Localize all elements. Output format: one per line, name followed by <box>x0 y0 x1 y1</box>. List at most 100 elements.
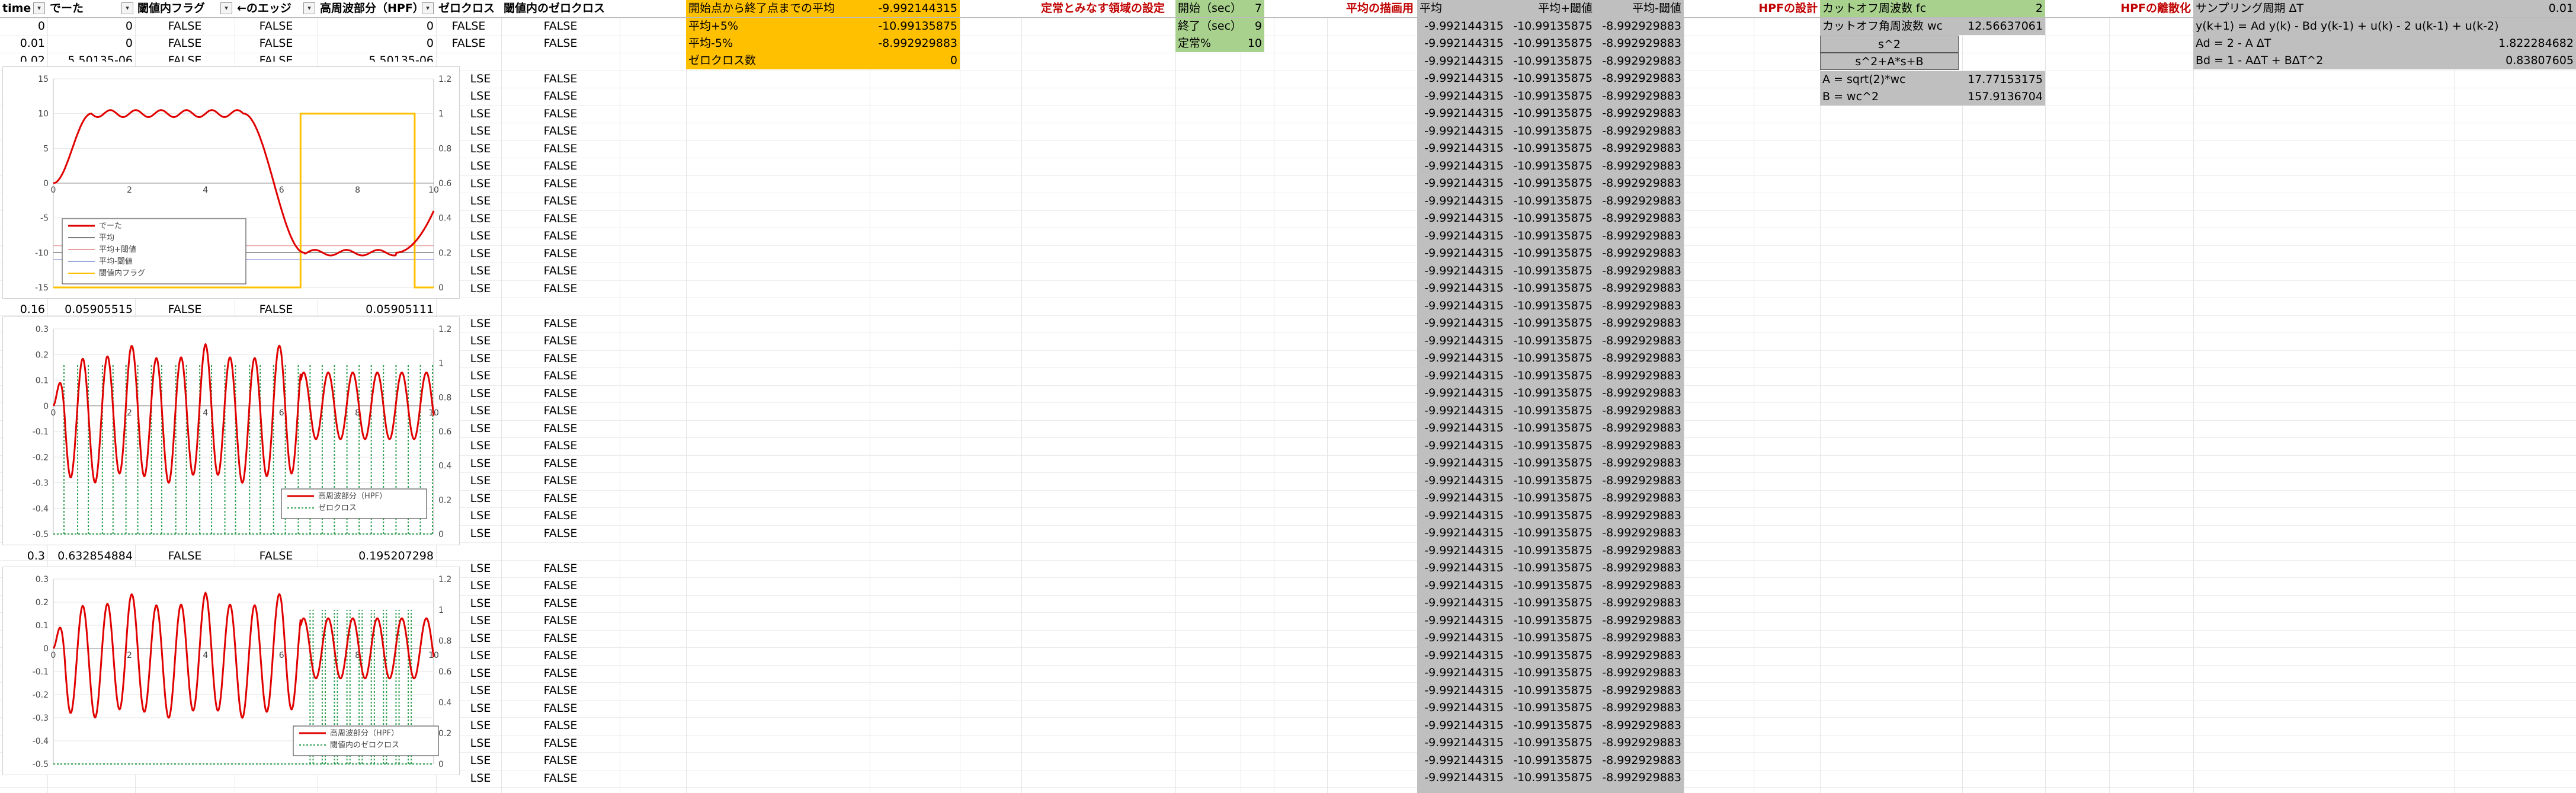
cell-zc[interactable]: LSE <box>470 474 491 487</box>
cell-hpf[interactable]: 0 <box>426 20 434 33</box>
cell-zc[interactable]: LSE <box>470 754 491 767</box>
cell-zcin[interactable]: FALSE <box>543 737 578 750</box>
cell-avg-plus[interactable]: -10.99135875 <box>1513 404 1593 417</box>
cell-zc[interactable]: LSE <box>470 667 491 680</box>
cell-avg-minus[interactable]: -8.992929883 <box>1602 142 1681 155</box>
cell-zc[interactable]: FALSE <box>451 37 486 50</box>
chart-data-average[interactable]: 15 10 5 0 -5 -10 -15 1.2 1 0.8 0.6 0.4 0.2 0 0 2 4 6 8 10 でー… <box>2 66 460 299</box>
cell-zcin[interactable]: FALSE <box>543 352 578 365</box>
cell-deta[interactable]: 0 <box>125 37 133 50</box>
cell-avg-plus[interactable]: -10.99135875 <box>1513 439 1593 452</box>
steady-pct-value[interactable]: 10 <box>1241 35 1264 52</box>
cell-time[interactable]: 0 <box>37 20 45 33</box>
cell-avg-minus[interactable]: -8.992929883 <box>1602 719 1681 732</box>
cell-zc[interactable]: LSE <box>470 457 491 470</box>
cell-zcin[interactable]: FALSE <box>543 89 578 103</box>
cell-zcin[interactable]: FALSE <box>543 649 578 662</box>
cell-avg-minus[interactable]: -8.992929883 <box>1602 89 1681 103</box>
cell-avg-minus[interactable]: -8.992929883 <box>1602 334 1681 347</box>
cell-avg[interactable]: -9.992144315 <box>1424 194 1504 207</box>
cell-hpf[interactable]: 0 <box>426 37 434 50</box>
cell-avg-plus[interactable]: -10.99135875 <box>1513 631 1593 644</box>
cell-avg-plus[interactable]: -10.99135875 <box>1513 736 1593 749</box>
cell-avg[interactable]: -9.992144315 <box>1424 579 1504 592</box>
cell-time[interactable]: 0.16 <box>20 303 45 314</box>
cell-avg-minus[interactable]: -8.992929883 <box>1602 55 1681 68</box>
cell-avg[interactable]: -9.992144315 <box>1424 55 1504 68</box>
cell-zcin[interactable]: FALSE <box>543 282 578 295</box>
cell-avg-minus[interactable]: -8.992929883 <box>1602 351 1681 364</box>
cell-deta[interactable]: 0.632854884 <box>57 549 133 562</box>
cell-zcin[interactable]: FALSE <box>543 20 578 33</box>
cell-zcin[interactable]: FALSE <box>543 562 578 575</box>
cell-zc[interactable]: LSE <box>470 422 491 435</box>
fc-value[interactable]: 2 <box>1962 0 2045 17</box>
cell-avg-plus[interactable]: -10.99135875 <box>1513 754 1593 767</box>
cell-avg-minus[interactable]: -8.992929883 <box>1602 159 1681 172</box>
cell-zc[interactable]: LSE <box>470 107 491 120</box>
cell-avg-minus[interactable]: -8.992929883 <box>1602 649 1681 662</box>
cell-avg[interactable]: -9.992144315 <box>1424 509 1504 522</box>
cell-zcin[interactable]: FALSE <box>543 439 578 452</box>
cell-zc[interactable]: LSE <box>470 229 491 242</box>
cell-zcin[interactable]: FALSE <box>543 457 578 470</box>
cell-zc[interactable]: LSE <box>470 264 491 277</box>
cell-avg-plus[interactable]: -10.99135875 <box>1513 719 1593 732</box>
cell-zc[interactable]: LSE <box>470 369 491 382</box>
cell-zc[interactable]: LSE <box>470 282 491 295</box>
cell-avg-minus[interactable]: -8.992929883 <box>1602 561 1681 574</box>
cell-avg[interactable]: -9.992144315 <box>1424 474 1504 487</box>
cell-avg[interactable]: -9.992144315 <box>1424 159 1504 172</box>
cell-avg[interactable]: -9.992144315 <box>1424 299 1504 312</box>
cell-zc[interactable]: LSE <box>470 702 491 715</box>
cell-zcin[interactable]: FALSE <box>543 317 578 330</box>
filter-dropdown-icon[interactable]: ▾ <box>33 2 45 14</box>
cell-zc[interactable]: LSE <box>470 579 491 592</box>
cell-avg[interactable]: -9.992144315 <box>1424 369 1504 382</box>
cell-avg-minus[interactable]: -8.992929883 <box>1602 596 1681 609</box>
cell-avg[interactable]: -9.992144315 <box>1424 107 1504 120</box>
cell-zcin[interactable]: FALSE <box>543 159 578 172</box>
cell-avg[interactable]: -9.992144315 <box>1424 247 1504 260</box>
cell-avg-minus[interactable]: -8.992929883 <box>1602 37 1681 50</box>
cell-zcin[interactable]: FALSE <box>543 247 578 260</box>
cell-zc[interactable]: FALSE <box>451 20 486 33</box>
cell-hpf[interactable]: 5.50135-06 <box>369 54 434 62</box>
cell-avg[interactable]: -9.992144315 <box>1424 456 1504 469</box>
avg-value[interactable]: -9.992144315 <box>870 0 960 17</box>
A-value[interactable]: 17.77153175 <box>1962 71 2045 88</box>
cell-zc[interactable]: LSE <box>470 352 491 365</box>
cell-zcin[interactable]: FALSE <box>543 474 578 487</box>
cell-zc[interactable]: LSE <box>470 317 491 330</box>
cell-avg-plus[interactable]: -10.99135875 <box>1513 421 1593 434</box>
cell-zcin[interactable]: FALSE <box>543 684 578 697</box>
cell-zc[interactable]: LSE <box>470 194 491 207</box>
cell-avg-minus[interactable]: -8.992929883 <box>1602 316 1681 330</box>
cell-avg-minus[interactable]: -8.992929883 <box>1602 736 1681 749</box>
cell-avg[interactable]: -9.992144315 <box>1424 89 1504 103</box>
cell-zcin[interactable]: FALSE <box>543 667 578 680</box>
cell-zc[interactable]: LSE <box>470 387 491 400</box>
cell-zcin[interactable]: FALSE <box>543 212 578 225</box>
cell-avg-plus[interactable]: -10.99135875 <box>1513 107 1593 120</box>
cell-zc[interactable]: LSE <box>470 159 491 172</box>
dt-value[interactable]: 0.01 <box>2454 0 2576 17</box>
cell-zcin[interactable]: FALSE <box>543 772 578 785</box>
cell-avg-plus[interactable]: -10.99135875 <box>1513 20 1593 33</box>
cell-zc[interactable]: LSE <box>470 124 491 138</box>
cell-avg-plus[interactable]: -10.99135875 <box>1513 474 1593 487</box>
cell-avg[interactable]: -9.992144315 <box>1424 351 1504 364</box>
cell-avg-plus[interactable]: -10.99135875 <box>1513 596 1593 609</box>
cell-zcin[interactable]: FALSE <box>543 632 578 645</box>
cell-avg[interactable]: -9.992144315 <box>1424 334 1504 347</box>
cell-avg-plus[interactable]: -10.99135875 <box>1513 386 1593 399</box>
cell-avg-minus[interactable]: -8.992929883 <box>1602 229 1681 242</box>
cell-zc[interactable]: LSE <box>470 212 491 225</box>
cell-avg-plus[interactable]: -10.99135875 <box>1513 491 1593 504</box>
cell-avg-plus[interactable]: -10.99135875 <box>1513 526 1593 539</box>
cell-avg-minus[interactable]: -8.992929883 <box>1602 124 1681 138</box>
cell-zc[interactable]: LSE <box>470 684 491 697</box>
cell-avg[interactable]: -9.992144315 <box>1424 544 1504 557</box>
cell-avg-plus[interactable]: -10.99135875 <box>1513 142 1593 155</box>
cell-avg-minus[interactable]: -8.992929883 <box>1602 544 1681 557</box>
